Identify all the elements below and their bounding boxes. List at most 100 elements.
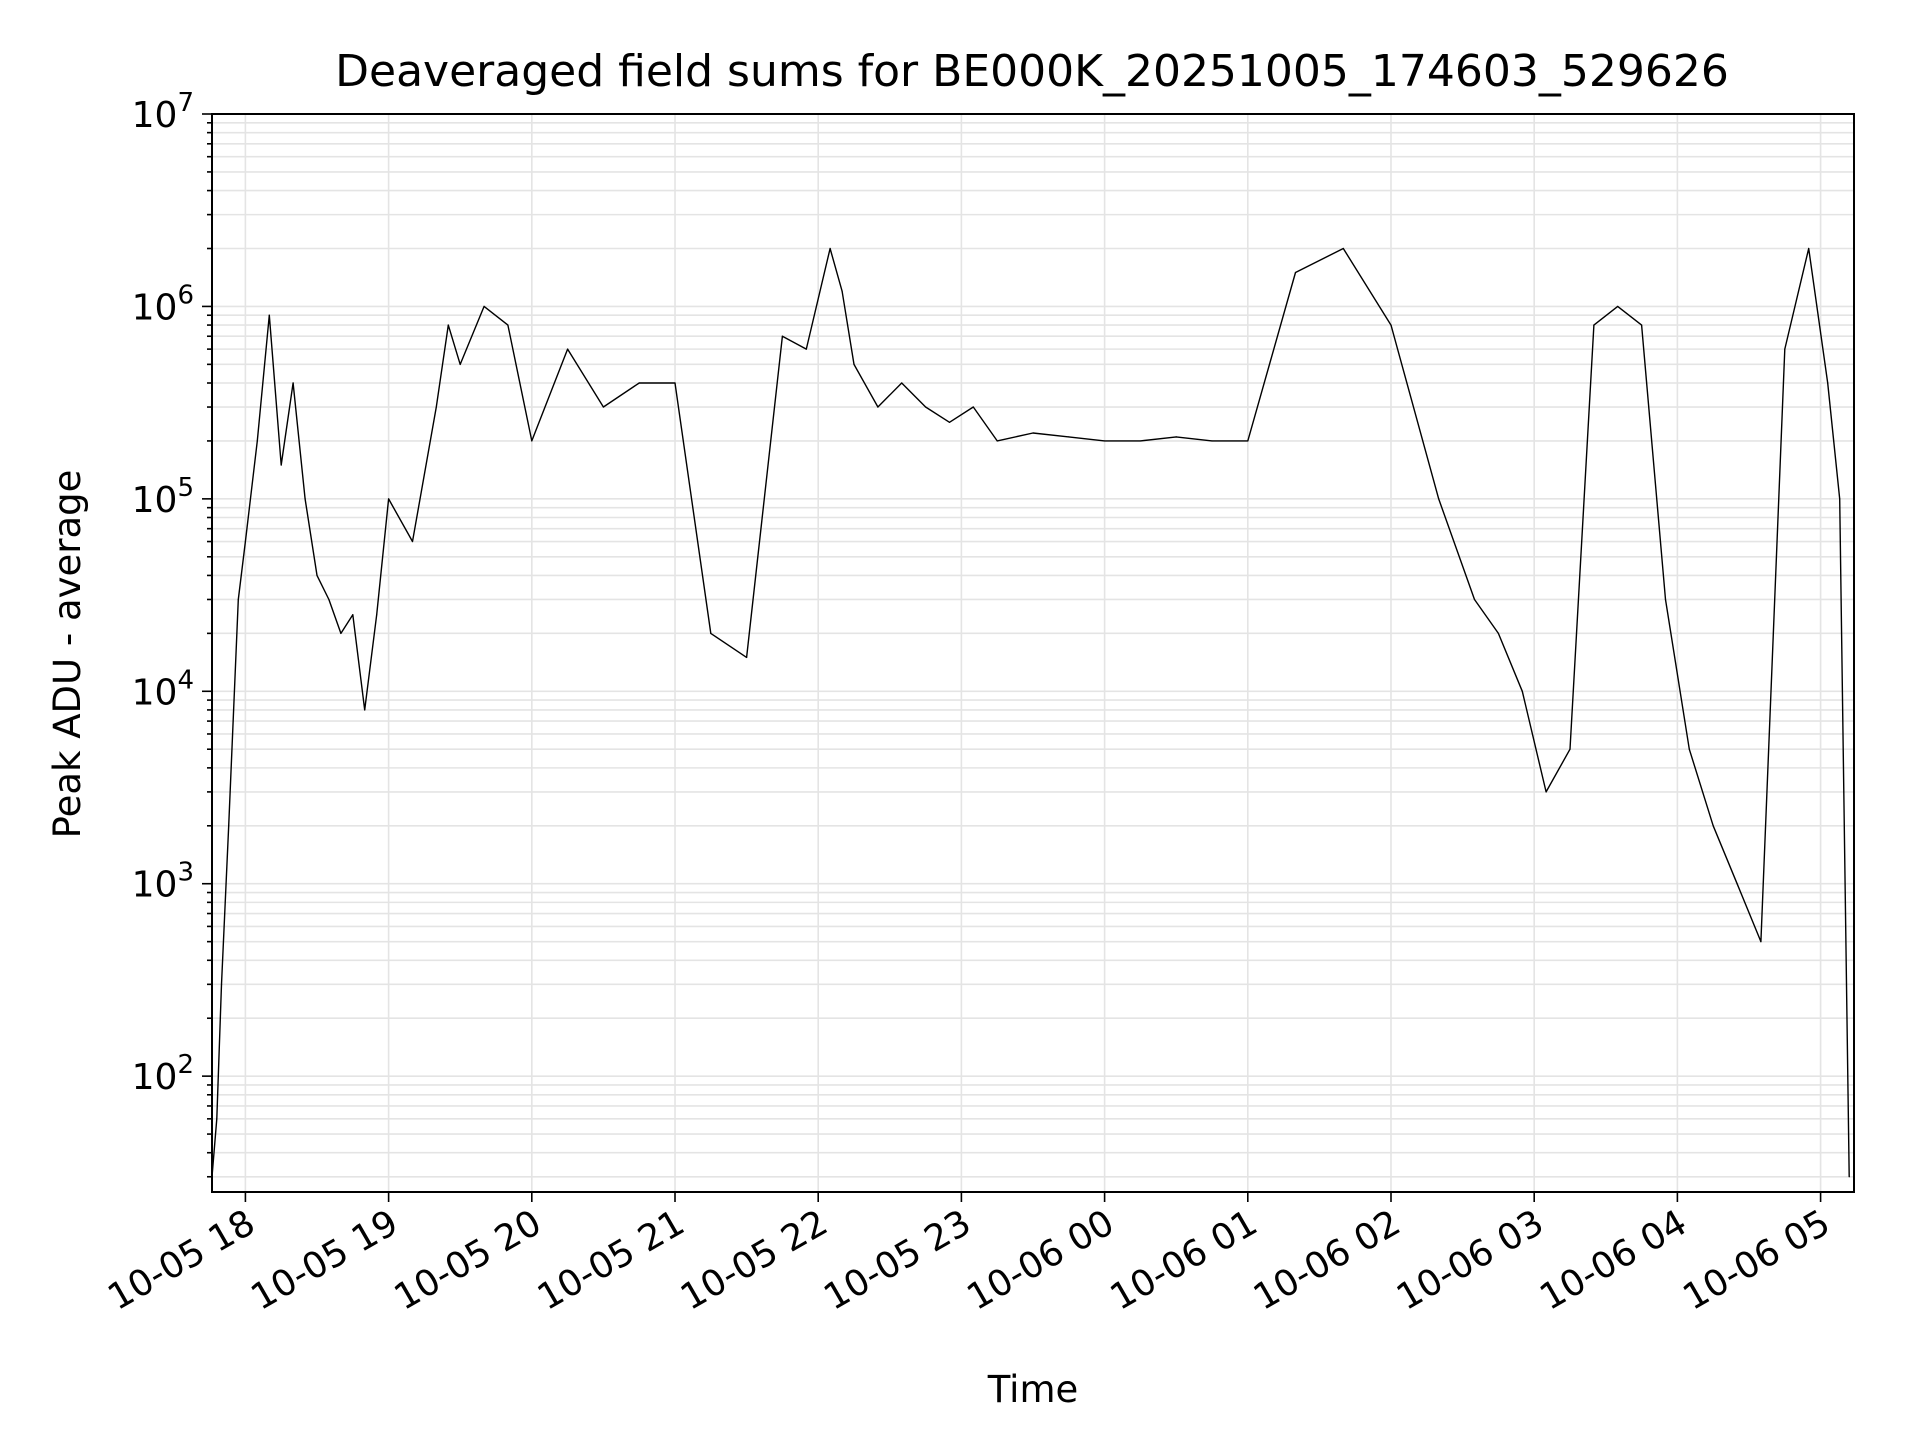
data-point [220,983,223,985]
data-point [1664,598,1667,601]
data-point [364,709,366,711]
x-tick-label: 10-06 00 [960,1202,1121,1318]
data-point [328,598,330,601]
y-tick-label: 102 [132,1050,194,1098]
chart-title: Deaveraged field sums for BE000K_2025100… [335,46,1729,97]
data-point [1569,748,1571,750]
data-point [1827,382,1829,384]
y-tick-base: 10 [132,1057,178,1098]
x-tick-label: 10-06 03 [1390,1202,1551,1318]
data-point [316,574,318,577]
data-point [352,614,354,616]
data-point [1032,432,1034,434]
data-point [268,314,270,316]
data-point [1247,440,1249,442]
data-point [1640,324,1643,326]
data-point [567,348,569,350]
data-point [638,382,640,384]
data-point [228,825,230,827]
data-point [1175,436,1177,438]
data-point [280,464,282,466]
data-point [1390,324,1392,326]
y-axis-label: Peak ADU - average [46,470,89,839]
data-point [244,540,247,543]
data-point [388,498,390,500]
data-point [1139,440,1141,442]
y-tick-exponent: 4 [177,665,194,695]
x-tick-label: 10-05 18 [101,1202,262,1318]
data-point [1342,247,1344,250]
x-tick-label: 10-05 22 [674,1202,835,1318]
y-tick-exponent: 7 [177,88,194,118]
y-tick-exponent: 5 [177,473,194,503]
y-tick-label: 103 [132,858,194,906]
data-point [1712,825,1714,827]
data-point [459,363,461,365]
y-tick-base: 10 [132,480,178,521]
data-point [483,305,485,308]
data-point [1497,632,1499,634]
y-tick-base: 10 [132,672,178,713]
data-point [1808,247,1810,250]
data-point [304,498,306,500]
y-tick-label: 104 [132,665,194,713]
data-point [1473,598,1476,601]
data-point [1688,748,1690,750]
data-point [376,614,378,616]
data-point [507,324,509,326]
data-point [674,382,676,384]
plot-area [211,247,1850,1178]
data-point [996,440,998,442]
data-point [1760,941,1762,943]
data-point [901,382,903,384]
data-point [292,382,294,384]
series-line [211,247,1850,1177]
data-point [256,440,258,442]
x-tick-label: 10-05 19 [244,1202,405,1318]
data-point [1521,690,1523,692]
data-point [340,632,342,634]
grid [212,113,1854,1192]
x-axis-label: Time [987,1368,1079,1411]
data-point [746,656,748,659]
data-point [1211,440,1213,442]
data-point [948,421,951,423]
data-point [1839,498,1841,500]
y-tick-base: 10 [132,95,178,136]
data-point [1784,348,1786,350]
data-point [829,247,831,250]
data-point [781,335,784,337]
x-tick-label: 10-06 02 [1247,1202,1408,1318]
data-point [447,324,449,326]
y-tick-exponent: 3 [177,858,194,888]
data-point [710,632,712,634]
y-tick-label: 107 [132,88,194,136]
data-point [216,1118,218,1120]
data-point [877,406,879,408]
data-point [1103,440,1106,442]
data-point [531,440,533,442]
data-point [237,598,239,601]
plot-frame [211,113,1855,1193]
y-tick-label: 105 [132,473,194,521]
y-tick-exponent: 2 [177,1050,194,1080]
data-point [1438,498,1440,500]
x-tick-label: 10-05 20 [388,1202,549,1318]
data-point [1294,271,1297,274]
x-tick-label: 10-06 04 [1533,1202,1694,1318]
data-point [972,406,974,408]
data-point [1848,1176,1850,1178]
data-point [925,406,927,408]
data-point [1593,324,1595,326]
y-tick-base: 10 [132,287,178,328]
data-point [1617,305,1619,308]
y-tick-base: 10 [132,865,178,906]
x-tick-label: 10-05 23 [817,1202,978,1318]
y-tick-exponent: 6 [177,280,194,310]
data-point [1736,883,1738,885]
y-tick-label: 106 [132,280,194,328]
x-tick-label: 10-06 01 [1104,1202,1265,1318]
data-point [1545,791,1547,793]
